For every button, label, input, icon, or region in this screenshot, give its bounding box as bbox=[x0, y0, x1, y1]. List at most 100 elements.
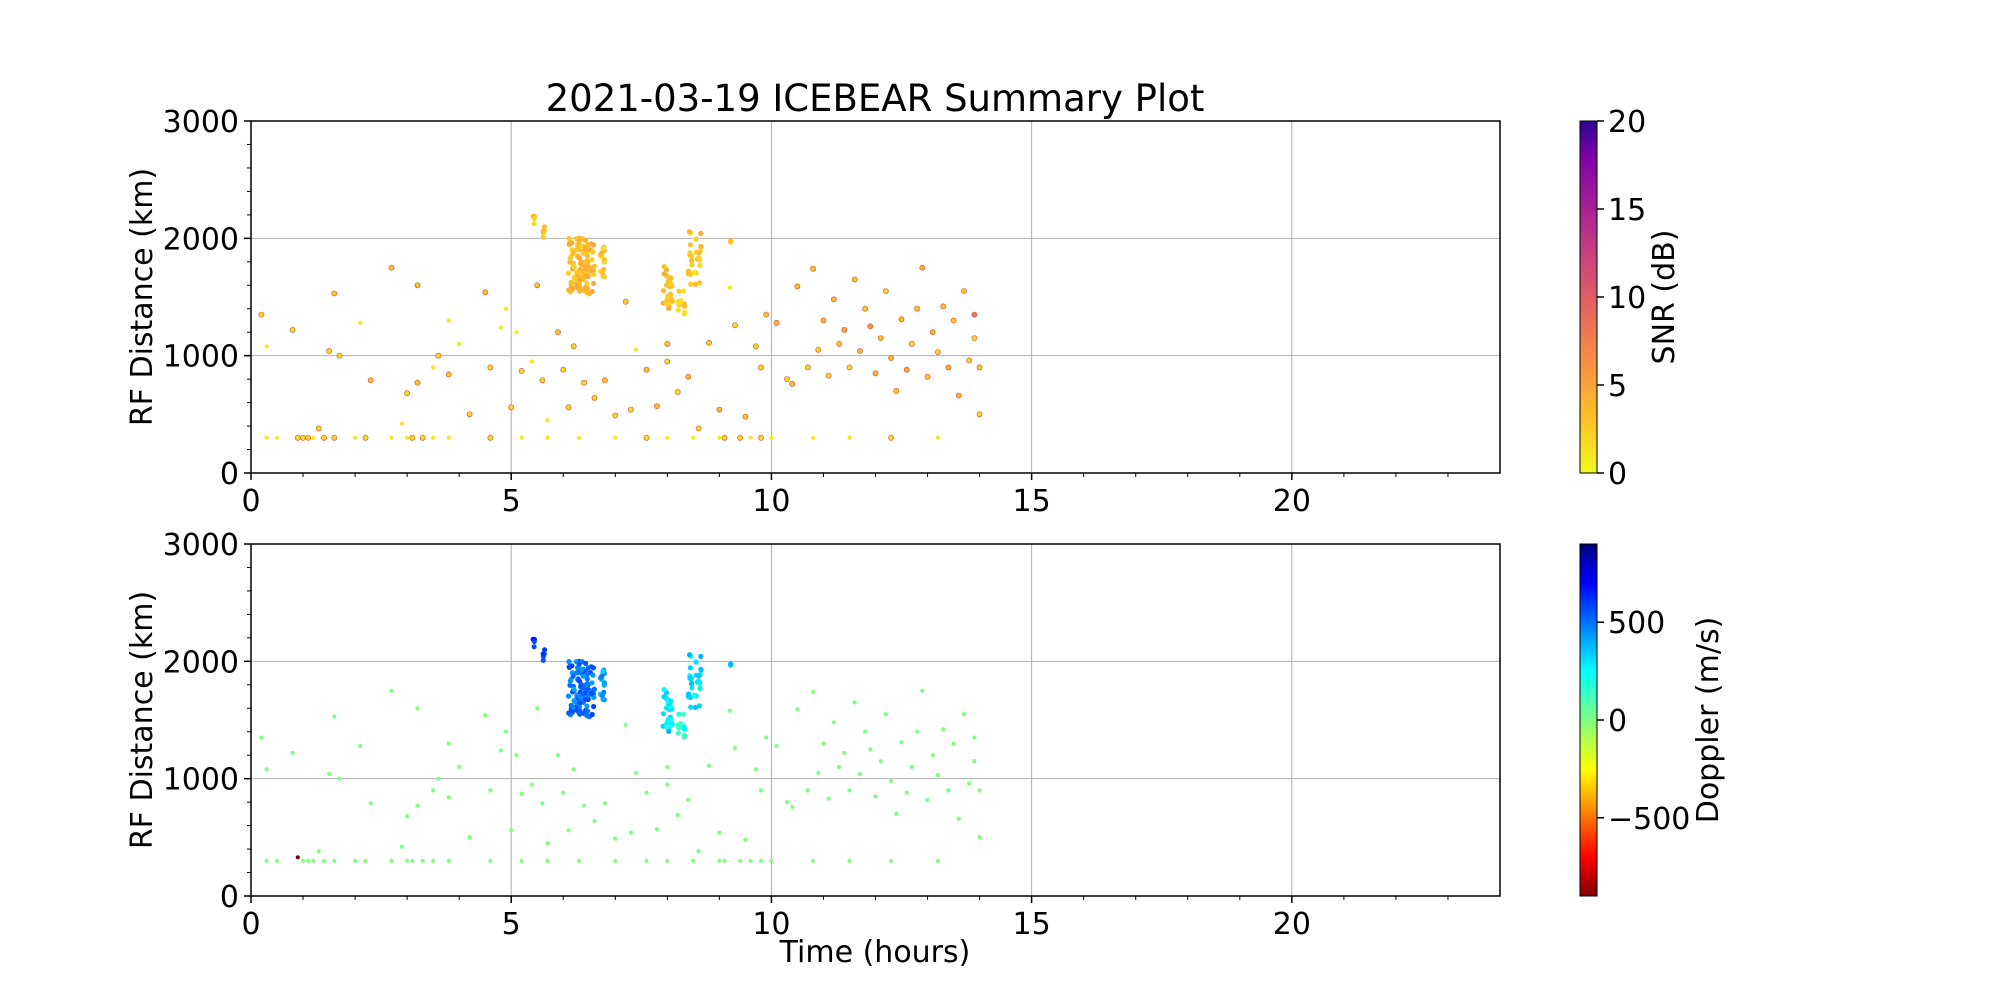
scatter-point bbox=[531, 215, 537, 221]
scatter-point bbox=[831, 720, 837, 725]
scatter-point bbox=[696, 849, 701, 854]
scatter-point bbox=[289, 326, 296, 333]
scatter-point bbox=[977, 788, 982, 793]
scatter-point bbox=[457, 341, 462, 346]
scatter-point bbox=[389, 435, 394, 440]
scatter-point bbox=[446, 858, 451, 863]
scatter-point bbox=[535, 706, 540, 711]
scatter-point bbox=[915, 729, 920, 734]
scatter-point bbox=[300, 858, 306, 863]
scatter-point bbox=[816, 770, 821, 775]
scatter-point bbox=[831, 296, 837, 303]
scatter-point bbox=[264, 344, 269, 349]
scatter-point bbox=[888, 355, 894, 361]
scatter-point bbox=[274, 858, 280, 863]
scatter-point bbox=[589, 257, 595, 263]
scatter-point bbox=[976, 364, 983, 371]
scatter-point bbox=[689, 680, 695, 686]
scatter-point bbox=[758, 788, 764, 793]
x-axis-label: Time (hours) bbox=[779, 935, 971, 970]
scatter-point bbox=[697, 262, 703, 268]
scatter-point bbox=[320, 434, 327, 441]
scatter-point bbox=[692, 704, 699, 711]
axis-ticks-bottom: 0 5 10 15 20 0 1000 2000 3000 bbox=[163, 528, 1449, 942]
scatter-point bbox=[582, 259, 588, 265]
scatter-point bbox=[389, 858, 394, 863]
scatter-point bbox=[811, 858, 816, 863]
scatter-point bbox=[566, 287, 572, 293]
scatter-point bbox=[920, 688, 925, 693]
scatter-point bbox=[764, 735, 769, 740]
scatter-point bbox=[664, 358, 671, 365]
x-tick-label: 10 bbox=[752, 907, 790, 942]
scatter-point bbox=[696, 678, 702, 684]
scatter-point bbox=[680, 711, 687, 717]
scatter-point bbox=[628, 406, 634, 413]
scatter-point bbox=[542, 224, 548, 230]
scatter-point bbox=[971, 335, 978, 341]
colorbar-snr-ticks: 0 5 10 15 20 bbox=[1597, 105, 1646, 492]
scatter-point bbox=[588, 690, 595, 697]
scatter-point bbox=[961, 288, 967, 294]
scatter-point bbox=[688, 281, 694, 287]
scatter-point bbox=[688, 704, 694, 710]
scatter-point bbox=[950, 317, 957, 324]
scatter-point bbox=[567, 255, 573, 261]
scatter-point bbox=[847, 858, 852, 863]
panel-bottom: 0 5 10 15 20 0 1000 2000 3000 RF Distance (km) T… bbox=[125, 528, 1726, 970]
scatter-point bbox=[727, 708, 732, 713]
scatter-point bbox=[825, 372, 832, 379]
scatter-point bbox=[634, 347, 639, 352]
scatter-point bbox=[589, 711, 595, 718]
scatter-point bbox=[555, 329, 561, 336]
scatter-point bbox=[540, 651, 546, 657]
scatter-point bbox=[674, 389, 681, 395]
scatter-point bbox=[514, 330, 519, 335]
scatter-point bbox=[488, 788, 493, 793]
scatter-point bbox=[686, 652, 693, 658]
scatter-point bbox=[584, 670, 590, 676]
scatter-point bbox=[774, 743, 779, 748]
scatter-point bbox=[567, 682, 573, 688]
scatter-point bbox=[696, 703, 703, 709]
scatter-point bbox=[644, 858, 649, 863]
scatter-point bbox=[727, 285, 732, 290]
scatter-point bbox=[599, 693, 606, 699]
scatter-point bbox=[790, 804, 795, 809]
scatter-point bbox=[540, 657, 546, 663]
axis-ticks-top: 0 5 10 15 20 0 1000 2000 3000 bbox=[163, 105, 1449, 519]
scatter-point bbox=[738, 858, 743, 863]
scatter-point bbox=[503, 729, 509, 734]
scatter-point bbox=[584, 280, 590, 286]
scatter-point bbox=[584, 290, 590, 296]
scatter-point bbox=[752, 343, 759, 350]
scatter-point bbox=[893, 387, 900, 394]
scatter-point bbox=[591, 703, 597, 710]
scatter-point bbox=[585, 273, 591, 280]
scatter-point bbox=[691, 435, 696, 440]
scatter-point bbox=[925, 797, 930, 802]
scatter-point bbox=[446, 435, 451, 440]
scatter-point bbox=[567, 259, 573, 265]
scatter-point bbox=[315, 425, 322, 432]
scatter-point bbox=[566, 828, 571, 833]
scatter-point bbox=[686, 797, 691, 802]
scatter-point bbox=[664, 723, 670, 730]
scatter-point bbox=[857, 348, 863, 354]
plot-frame-bottom bbox=[250, 543, 1501, 897]
scatter-point bbox=[294, 434, 301, 441]
scatter-point bbox=[696, 280, 703, 286]
scatter-point bbox=[414, 282, 421, 289]
scatter-point bbox=[305, 434, 312, 441]
scatter-point bbox=[389, 688, 394, 693]
scatter-point bbox=[415, 803, 420, 808]
scatter-point bbox=[873, 794, 878, 799]
scatter-point bbox=[431, 365, 436, 370]
scatter-point bbox=[919, 264, 926, 271]
scatter-point bbox=[545, 841, 550, 846]
x-tick-label: 5 bbox=[502, 907, 521, 942]
scatter-point bbox=[665, 782, 670, 787]
scatter-point bbox=[264, 858, 269, 863]
scatter-point bbox=[545, 435, 550, 440]
scatter-point bbox=[529, 359, 535, 364]
